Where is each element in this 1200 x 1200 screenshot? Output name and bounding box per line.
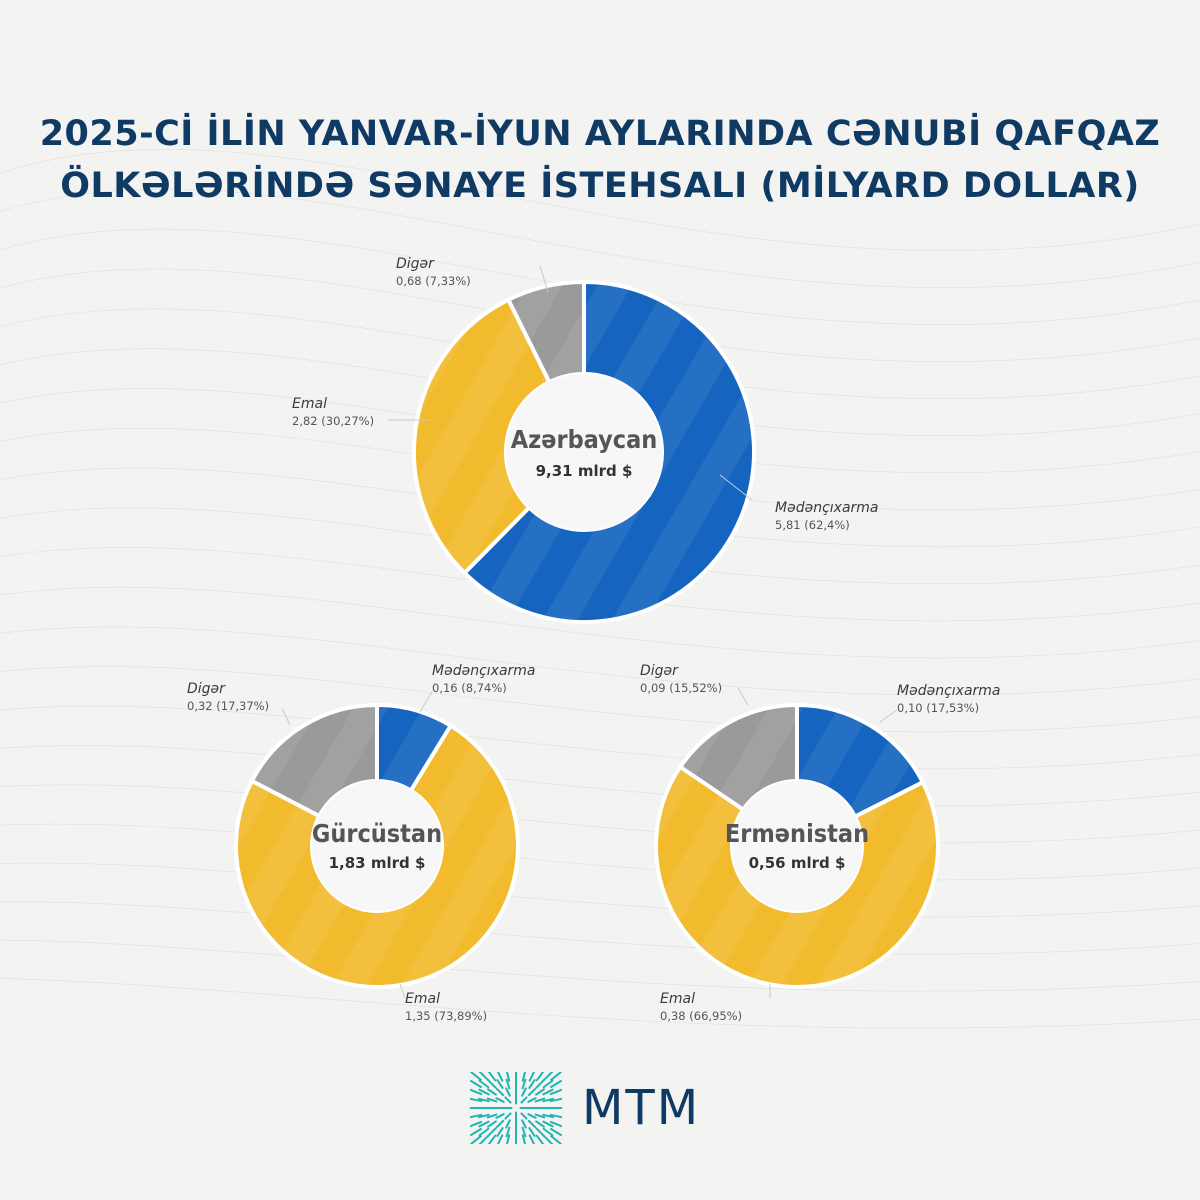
slice-label: Digər bbox=[187, 681, 226, 697]
slice-label: Emal bbox=[292, 396, 327, 412]
chart-title-line-2: ÖLKƏLƏRİNDƏ SƏNAYE İSTEHSALI (MİLYARD DO… bbox=[60, 166, 1140, 206]
leader-line bbox=[737, 687, 749, 706]
donut-slice-texture bbox=[236, 725, 519, 987]
slice-label: Mədənçıxarma bbox=[432, 663, 536, 679]
donut-slice-texture bbox=[464, 282, 754, 623]
leader-line bbox=[879, 709, 898, 723]
slice-label: Mədənçıxarma bbox=[897, 683, 1001, 699]
donut-slice-texture bbox=[656, 766, 938, 987]
donut-hole bbox=[312, 781, 442, 911]
leader-line bbox=[539, 265, 549, 293]
slice-value-label: 0,32 (17,37%) bbox=[187, 699, 269, 713]
leader-line bbox=[419, 691, 433, 713]
slice-value-label: 0,38 (66,95%) bbox=[660, 1009, 742, 1023]
slice-label: Digər bbox=[396, 256, 435, 272]
chart-title: 2025-Cİ İLİN YANVAR-İYUN AYLARINDA CƏNUB… bbox=[0, 108, 1200, 212]
slice-label: Emal bbox=[660, 991, 695, 1007]
slice-value-label: 5,81 (62,4%) bbox=[775, 518, 850, 532]
donut-chart-1: Mədənçıxarma 5,81 (62,4%) Emal 2,82 (30,27%… bbox=[292, 256, 879, 624]
slice-label: Mədənçıxarma bbox=[775, 500, 879, 516]
country-name: Ermənistan bbox=[725, 819, 869, 848]
mtm-logo: MTM bbox=[470, 1072, 700, 1144]
slice-value-label: 0,16 (8,74%) bbox=[432, 681, 507, 695]
donut-slice-texture bbox=[251, 705, 377, 817]
donut-slice-texture bbox=[680, 705, 797, 810]
country-total: 0,56 mlrd $ bbox=[749, 854, 846, 872]
leader-line bbox=[399, 983, 406, 999]
slice-value-label: 0,68 (7,33%) bbox=[396, 274, 471, 288]
chart-title-line-1: 2025-Cİ İLİN YANVAR-İYUN AYLARINDA CƏNUB… bbox=[39, 114, 1161, 154]
country-total: 1,83 mlrd $ bbox=[329, 854, 426, 872]
slice-value-label: 2,82 (30,27%) bbox=[292, 414, 374, 428]
donut-hole bbox=[732, 781, 862, 911]
slice-value-label: 0,10 (17,53%) bbox=[897, 701, 979, 715]
donut-chart-3: Mədənçıxarma 0,10 (17,53%) Emal 0,38 (66,95… bbox=[640, 663, 1001, 1023]
country-name: Gürcüstan bbox=[312, 819, 442, 848]
mtm-logo-text: MTM bbox=[582, 1080, 701, 1136]
slice-value-label: 0,09 (15,52%) bbox=[640, 681, 722, 695]
donut-slice-texture bbox=[377, 705, 451, 791]
donut-hole bbox=[506, 374, 662, 530]
donut-chart-2: Mədənçıxarma 0,16 (8,74%) Emal 1,35 (73,89%… bbox=[187, 663, 536, 1023]
donut-slice-texture bbox=[414, 299, 550, 573]
mtm-logo-icon bbox=[470, 1072, 562, 1144]
slice-label: Digər bbox=[640, 663, 679, 679]
leader-line bbox=[719, 474, 753, 501]
slice-value-label: 1,35 (73,89%) bbox=[405, 1009, 487, 1023]
country-name: Azərbaycan bbox=[511, 425, 658, 454]
slice-label: Emal bbox=[405, 991, 440, 1007]
country-total: 9,31 mlrd $ bbox=[536, 462, 633, 480]
donut-slice-texture bbox=[508, 282, 584, 383]
leader-line bbox=[281, 707, 291, 726]
donut-slice-texture bbox=[797, 705, 923, 817]
